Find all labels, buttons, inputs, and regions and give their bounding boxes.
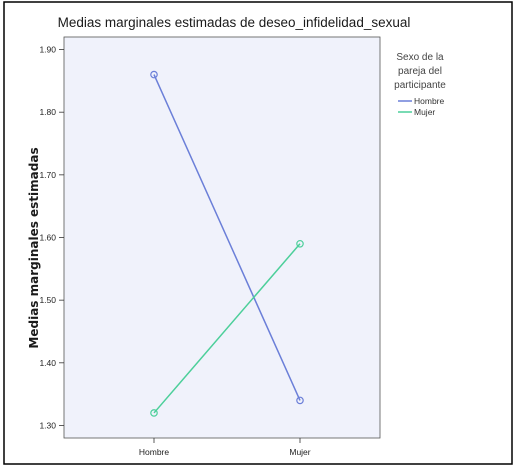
series-line-mujer xyxy=(153,243,301,414)
legend-entry-label: Mujer xyxy=(414,107,435,117)
legend-title-line: Sexo de la xyxy=(396,52,444,63)
legend-title-line: participante xyxy=(394,80,446,91)
y-tick-label: 1.30 xyxy=(39,420,56,430)
y-tick-label: 1.60 xyxy=(39,233,56,243)
series-line-hombre xyxy=(153,74,301,401)
data-point xyxy=(296,239,304,248)
y-tick-label: 1.70 xyxy=(39,170,56,180)
data-point xyxy=(150,409,158,417)
y-axis: 1.30 1.40 1.50 1.60 1.70 1.80 1.90 xyxy=(39,45,64,430)
x-axis: Hombre Mujer xyxy=(139,438,311,457)
data-point xyxy=(296,396,304,405)
x-tick-label: Hombre xyxy=(139,447,170,457)
y-tick-label: 1.50 xyxy=(39,295,56,305)
legend-entry-label: Hombre xyxy=(414,96,445,106)
y-tick-label: 1.80 xyxy=(39,107,56,117)
y-axis-label: Medias marginales estimadas xyxy=(27,147,41,348)
plot-area xyxy=(63,36,381,439)
y-tick-label: 1.40 xyxy=(39,358,56,368)
chart-title: Medias marginales estimadas de deseo_inf… xyxy=(58,15,411,30)
data-point xyxy=(150,70,158,79)
legend: Sexo de la pareja del participante Hombr… xyxy=(394,52,446,117)
y-tick-label: 1.90 xyxy=(39,45,56,55)
x-tick-label: Mujer xyxy=(289,447,310,457)
series-lines xyxy=(150,70,304,417)
legend-title-line: pareja del xyxy=(398,66,442,77)
